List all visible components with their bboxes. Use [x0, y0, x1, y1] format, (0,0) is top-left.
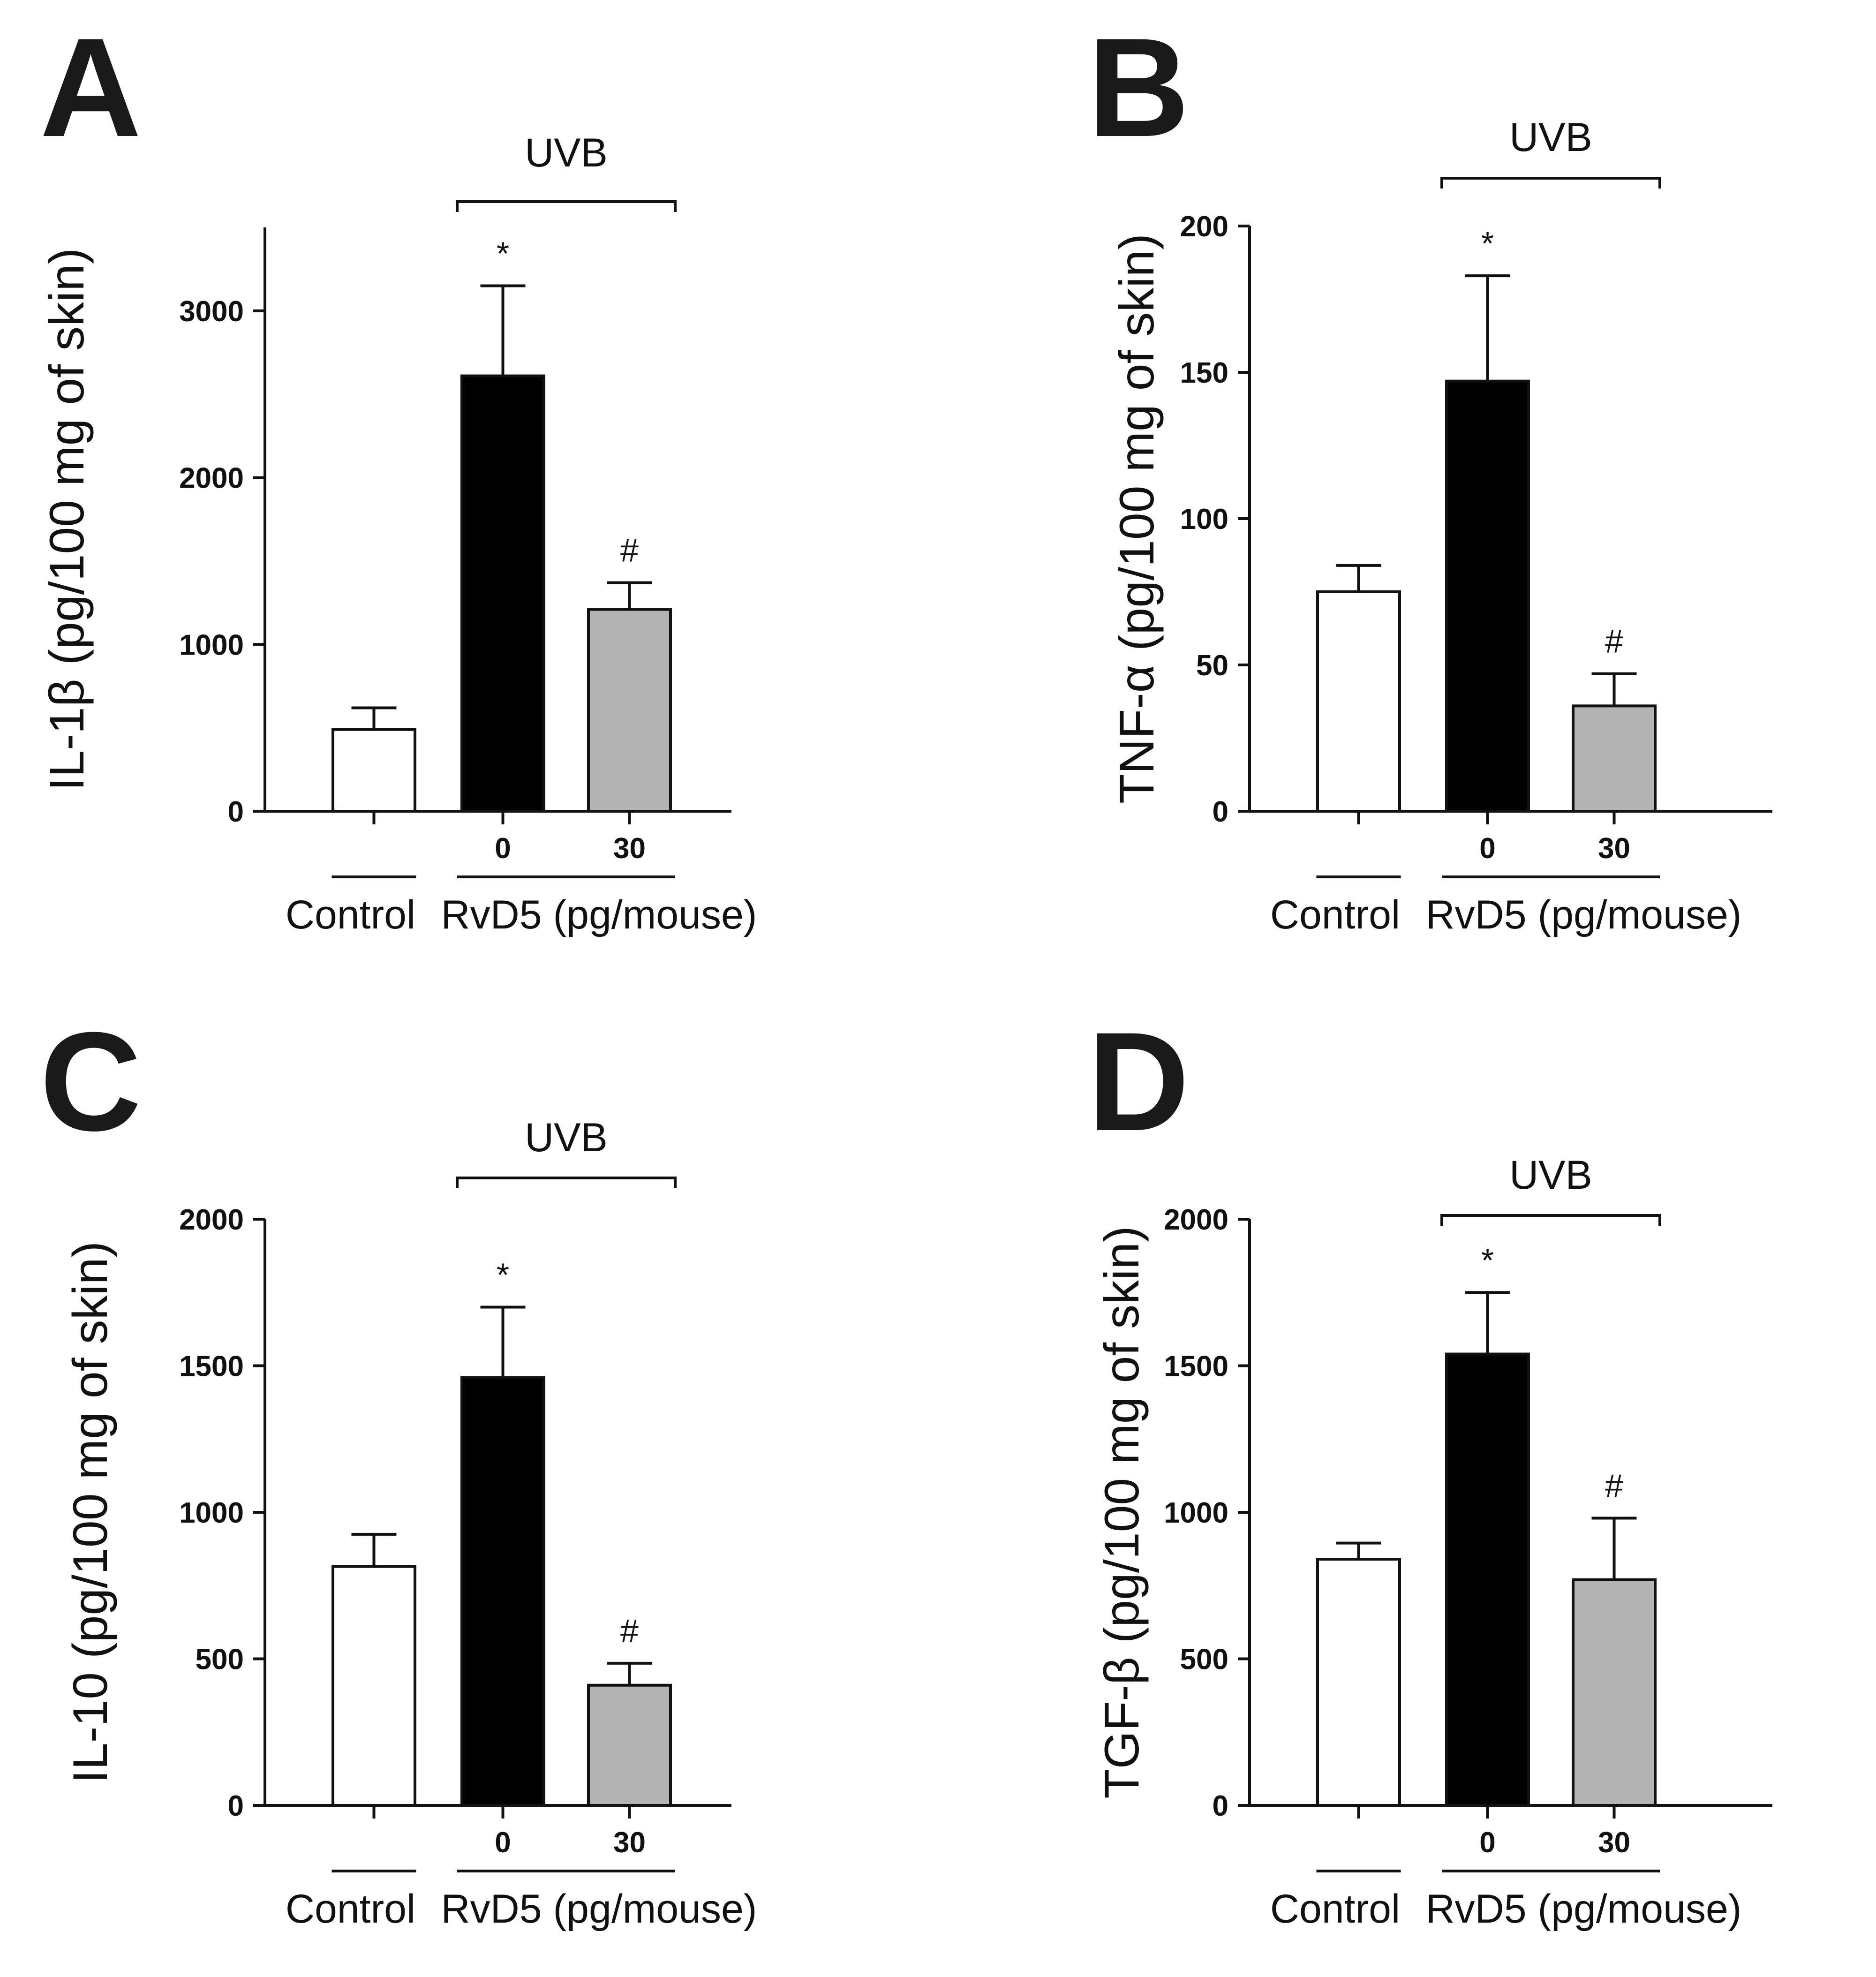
- rvd5-label: RvD5 (pg/mouse): [1426, 1886, 1742, 1932]
- rvd5-label: RvD5 (pg/mouse): [441, 892, 757, 937]
- x-tick-label: 30: [1598, 1826, 1630, 1859]
- y-tick-label: 100: [1180, 503, 1228, 536]
- y-tick-label: 200: [1180, 211, 1228, 243]
- y-tick-label: 1500: [1164, 1351, 1228, 1383]
- uvb-label: UVB: [1509, 1153, 1592, 1198]
- y-tick-label: 2000: [179, 1204, 244, 1236]
- bar: [1572, 704, 1657, 813]
- y-tick-label: 50: [1196, 649, 1228, 682]
- significance-mark: #: [1605, 623, 1623, 660]
- panel-letter: D: [1088, 1003, 1190, 1160]
- significance-mark: #: [620, 1613, 639, 1649]
- control-label: Control: [1270, 1886, 1400, 1932]
- y-tick-label: 0: [1213, 796, 1228, 828]
- significance-mark: *: [497, 1257, 509, 1293]
- y-axis-label: TNF-α (pg/100 mg of skin): [1110, 234, 1164, 804]
- y-tick-label: 0: [228, 1790, 244, 1822]
- panel-letter: A: [40, 8, 142, 166]
- bar: [587, 608, 672, 813]
- rvd5-label: RvD5 (pg/mouse): [1426, 892, 1742, 937]
- x-tick-label: 30: [613, 832, 646, 865]
- panel-letter: B: [1088, 8, 1190, 166]
- uvb-label: UVB: [1509, 115, 1592, 160]
- significance-mark: *: [1481, 225, 1494, 262]
- bar: [587, 1683, 672, 1807]
- y-tick-label: 3000: [179, 295, 244, 328]
- bar: [1572, 1578, 1657, 1807]
- bar: [1445, 1352, 1530, 1807]
- y-tick-label: 2000: [1164, 1204, 1228, 1236]
- y-tick-label: 1000: [179, 629, 244, 661]
- significance-mark: *: [497, 235, 509, 272]
- panel-d: D TGF-β (pg/100 mg of skin) 0 500 1000 1500 20…: [1088, 1003, 1772, 1932]
- panel-c: C IL-10 (pg/100 mg of skin) 0 500 1000 1500 20…: [40, 1003, 757, 1932]
- y-tick-label: 150: [1180, 357, 1228, 389]
- control-label: Control: [1270, 892, 1400, 937]
- bar: [1316, 1558, 1401, 1807]
- bar: [332, 1565, 416, 1807]
- uvb-label: UVB: [525, 130, 608, 175]
- uvb-label: UVB: [525, 1115, 608, 1160]
- bar: [1316, 590, 1401, 813]
- uvb-bracket: [1440, 177, 1661, 189]
- y-axis-label: IL-10 (pg/100 mg of skin): [63, 1241, 118, 1783]
- y-tick-label: 2000: [179, 462, 244, 495]
- y-axis-label: IL-1β (pg/100 mg of skin): [40, 248, 94, 791]
- y-tick-label: 500: [1180, 1644, 1228, 1676]
- y-tick-label: 1500: [179, 1351, 244, 1383]
- bar: [460, 374, 545, 813]
- bar: [1445, 379, 1530, 813]
- y-tick-label: 500: [196, 1644, 244, 1676]
- uvb-bracket: [456, 200, 677, 212]
- control-label: Control: [286, 1886, 415, 1932]
- y-tick-label: 0: [228, 796, 244, 828]
- y-axis-label: TGF-β (pg/100 mg of skin): [1095, 1226, 1149, 1799]
- x-tick-label: 30: [1598, 832, 1630, 865]
- panel-b: B TNF-α (pg/100 mg of skin) 0 50 100 150 200 0 *…: [1088, 8, 1772, 937]
- rvd5-label: RvD5 (pg/mouse): [441, 1886, 757, 1932]
- x-tick-label: 0: [1479, 1826, 1495, 1859]
- bar: [332, 728, 416, 813]
- uvb-bracket: [456, 1177, 677, 1188]
- x-tick-label: 0: [495, 1826, 511, 1859]
- bar: [460, 1376, 545, 1807]
- control-label: Control: [286, 892, 415, 937]
- panel-letter: C: [40, 1003, 142, 1160]
- significance-mark: *: [1481, 1242, 1494, 1278]
- uvb-bracket: [1440, 1214, 1661, 1226]
- x-tick-label: 0: [1479, 832, 1495, 865]
- significance-mark: #: [620, 532, 639, 569]
- y-tick-label: 1000: [179, 1497, 244, 1529]
- y-tick-label: 1000: [1164, 1497, 1228, 1529]
- y-tick-label: 0: [1213, 1790, 1228, 1822]
- x-tick-label: 30: [613, 1826, 646, 1859]
- x-tick-label: 0: [495, 832, 511, 865]
- significance-mark: #: [1605, 1468, 1623, 1504]
- panel-a: A IL-1β (pg/100 mg of skin) 0 1000 2000 3000 0…: [40, 8, 757, 937]
